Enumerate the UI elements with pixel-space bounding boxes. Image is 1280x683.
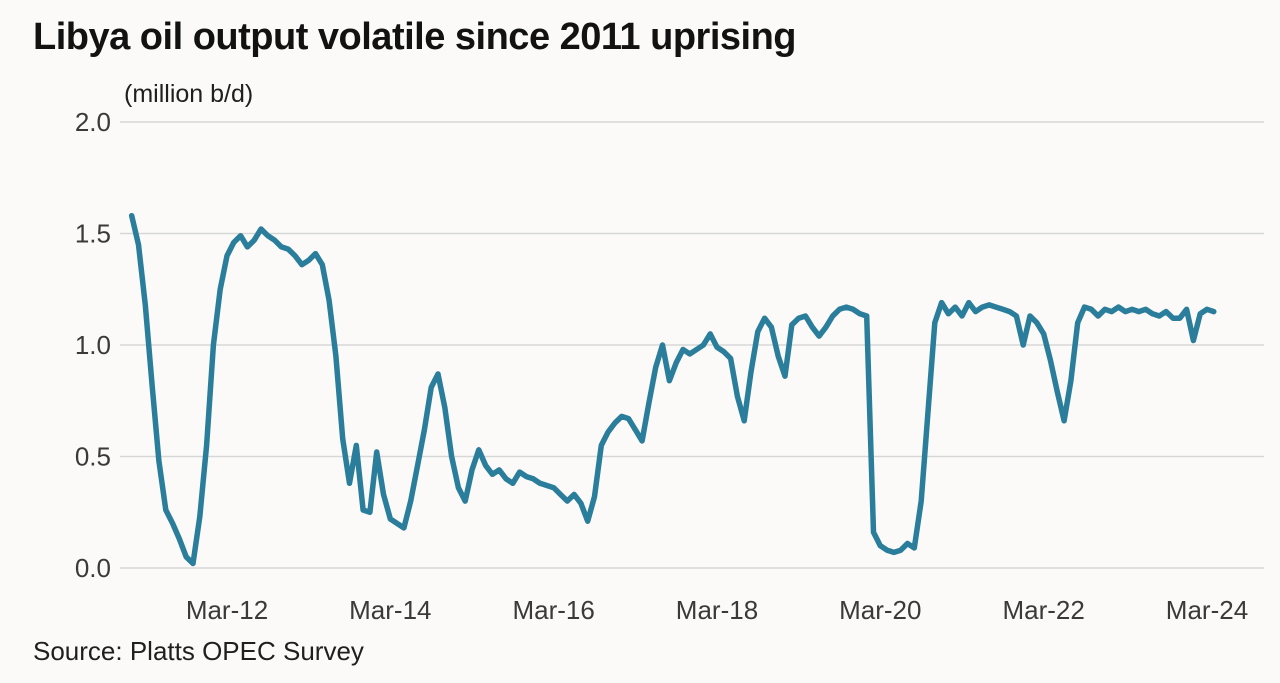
y-axis-labels: 0.0 0.5 1.0 1.5 2.0 xyxy=(75,107,111,583)
gridlines xyxy=(120,121,1264,569)
x-axis-labels: Mar-12 Mar-14 Mar-16 Mar-18 Mar-20 Mar-22 Mar-… xyxy=(186,595,1248,625)
chart-unit-label: (million b/d) xyxy=(124,80,254,108)
x-tick-label: Mar-18 xyxy=(676,595,758,625)
y-tick-label: 2.0 xyxy=(75,107,111,137)
source-attribution: Source: Platts OPEC Survey xyxy=(33,636,364,666)
y-tick-label: 1.0 xyxy=(75,330,111,360)
x-tick-label: Mar-12 xyxy=(186,595,268,625)
x-tick-label: Mar-20 xyxy=(839,595,921,625)
y-tick-label: 1.5 xyxy=(75,219,111,249)
x-tick-label: Mar-24 xyxy=(1166,595,1248,625)
x-tick-label: Mar-14 xyxy=(349,595,431,625)
y-tick-label: 0.5 xyxy=(75,442,111,472)
chart-title: Libya oil output volatile since 2011 upr… xyxy=(33,16,797,58)
x-tick-label: Mar-22 xyxy=(1002,595,1084,625)
x-tick-label: Mar-16 xyxy=(512,595,594,625)
y-tick-label: 0.0 xyxy=(75,553,111,583)
output-line xyxy=(128,212,1217,567)
